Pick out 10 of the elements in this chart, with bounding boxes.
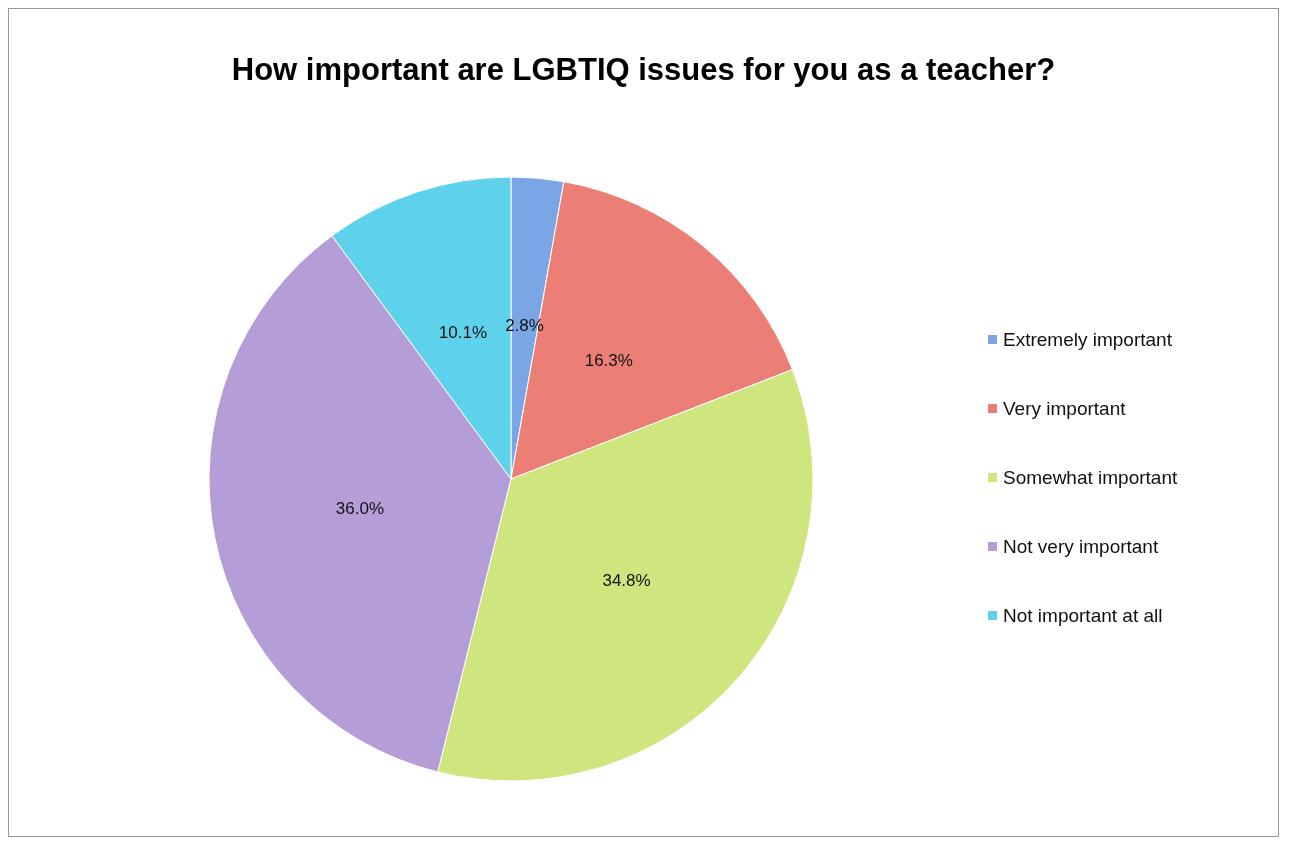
legend-label: Extremely important: [1003, 329, 1173, 350]
data-label: 10.1%: [438, 323, 488, 343]
legend-label: Somewhat important: [1003, 467, 1178, 488]
legend-label: Very important: [1003, 398, 1127, 419]
data-label: 36.0%: [335, 499, 385, 519]
data-label: 34.8%: [602, 571, 651, 591]
legend-label: Not important at all: [1003, 605, 1163, 626]
legend-label: Not very important: [1003, 536, 1159, 557]
chart-title: How important are LGBTIQ issues for you as a teacher?: [231, 52, 1056, 87]
data-label: 16.3%: [584, 350, 633, 370]
